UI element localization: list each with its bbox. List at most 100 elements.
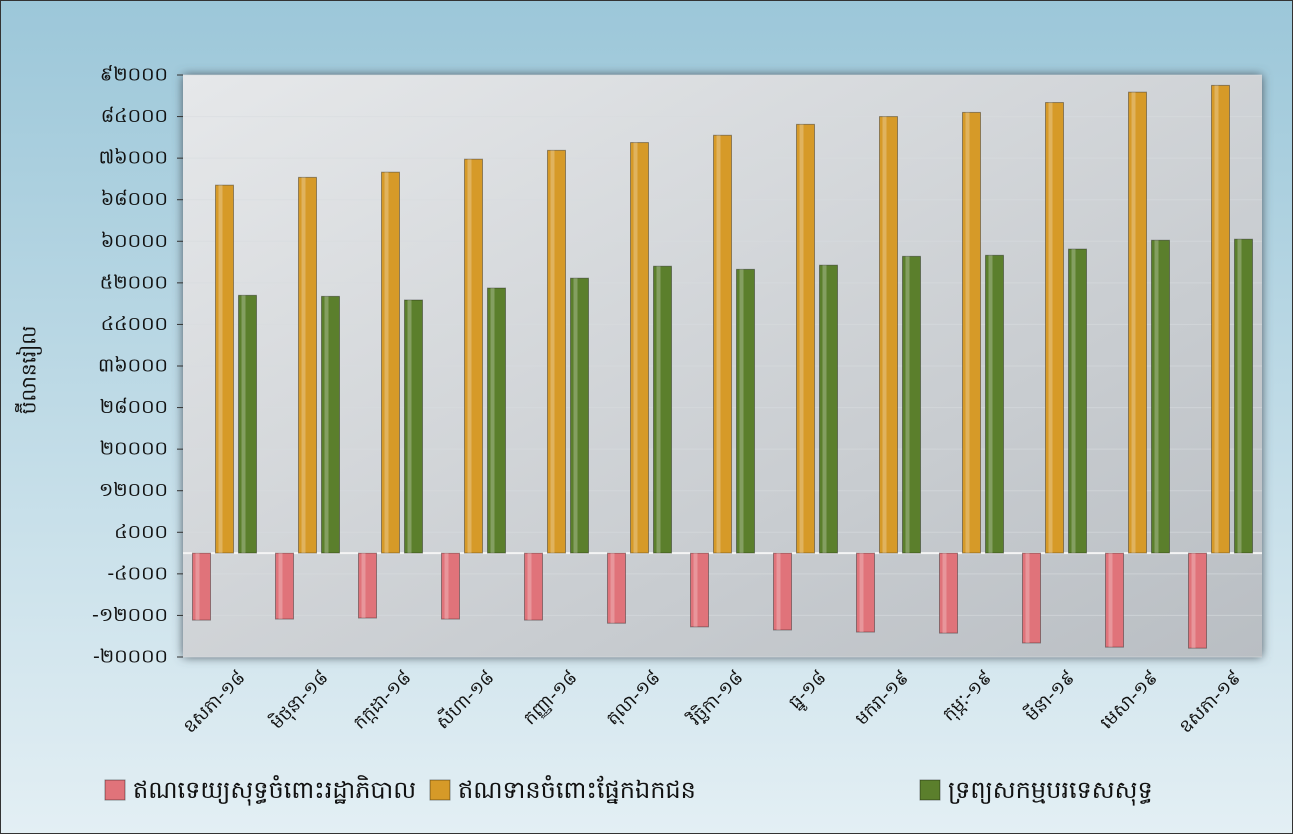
bar-highlight	[467, 159, 472, 554]
bar	[1105, 552, 1124, 648]
bar	[215, 184, 234, 554]
y-tick-label: ៧៦០០០	[99, 147, 168, 169]
bar	[547, 149, 566, 554]
legend-swatch	[429, 779, 451, 801]
y-tick-label: ៩២០០០	[100, 64, 168, 86]
bar-highlight	[1237, 239, 1242, 554]
y-tick-label: ៤០០០	[114, 521, 168, 543]
bar	[879, 116, 898, 554]
bar	[939, 552, 958, 634]
bar	[1151, 239, 1170, 554]
bar	[962, 111, 981, 554]
y-tick-label: -៤០០០	[107, 562, 168, 584]
bar-highlight	[361, 553, 366, 619]
bar-highlight	[218, 185, 223, 554]
bar-highlight	[490, 288, 495, 554]
y-tick-label: ១២០០០	[99, 479, 168, 501]
bar-highlight	[716, 135, 721, 554]
y-tick-label: -២០០០០	[93, 646, 168, 668]
bar-highlight	[573, 278, 578, 554]
bar-highlight	[1131, 92, 1136, 554]
bar-highlight	[241, 295, 246, 554]
bar	[298, 176, 317, 554]
bar-highlight	[1191, 553, 1196, 649]
bar	[796, 123, 815, 554]
bar	[1128, 91, 1147, 554]
bar	[1211, 84, 1230, 554]
bar-highlight	[407, 300, 412, 554]
bar-highlight	[693, 553, 698, 627]
bar	[441, 552, 460, 620]
bar	[487, 287, 506, 554]
bar	[736, 268, 755, 554]
bar	[464, 158, 483, 554]
bar-highlight	[859, 553, 864, 633]
bar-highlight	[1071, 249, 1076, 554]
bar	[856, 552, 875, 633]
bar	[653, 265, 672, 554]
bar-highlight	[882, 116, 887, 554]
bar	[1234, 238, 1253, 554]
bar-highlight	[799, 124, 804, 554]
bar	[404, 299, 423, 554]
y-tick-label: ៨៤០០០	[101, 105, 168, 127]
y-tick-label: ៦៨០០០	[101, 188, 168, 210]
bar-highlight	[1025, 553, 1030, 643]
bar-highlight	[988, 255, 993, 554]
bar	[192, 552, 211, 621]
bar-highlight	[822, 265, 827, 554]
y-tick-label: ២០០០០	[100, 438, 168, 460]
bar	[321, 295, 340, 554]
legend-swatch	[104, 779, 126, 801]
bar-highlight	[633, 142, 638, 554]
bar-highlight	[942, 553, 947, 634]
y-tick-label: ៤៤០០០	[101, 313, 168, 335]
bar-highlight	[527, 553, 532, 621]
bar	[773, 552, 792, 631]
legend-label: ឥណទេយ្យសុទ្ធចំពោះរដ្ឋាភិបាល	[133, 775, 416, 806]
bar-highlight	[550, 150, 555, 554]
bar	[238, 294, 257, 554]
bar-highlight	[905, 256, 910, 554]
bar	[275, 552, 294, 620]
bar	[1188, 552, 1207, 649]
bar-highlight	[278, 553, 283, 620]
bar-highlight	[965, 112, 970, 554]
legend-label: ឥណទានចំពោះផ្នែកឯកជន	[458, 775, 696, 804]
bar-highlight	[195, 553, 200, 621]
bar-highlight	[324, 296, 329, 554]
bar	[381, 171, 400, 554]
bar-highlight	[384, 172, 389, 554]
bar-highlight	[301, 177, 306, 554]
bar	[985, 254, 1004, 554]
bar-highlight	[1154, 240, 1159, 554]
bar	[1045, 102, 1064, 554]
y-tick-label: ៥២០០០	[100, 271, 168, 293]
y-tick-label: ២៨០០០	[100, 396, 168, 418]
bar-highlight	[1108, 553, 1113, 648]
bar	[524, 552, 543, 621]
bar	[570, 277, 589, 554]
bar	[1022, 552, 1041, 644]
y-tick-label: ៦០០០០	[101, 230, 168, 252]
bar	[607, 552, 626, 624]
y-tick-label: -១២០០០	[92, 604, 168, 626]
bar-highlight	[776, 553, 781, 630]
bar	[1068, 248, 1087, 554]
bar-highlight	[739, 269, 744, 554]
bar-highlight	[444, 553, 449, 620]
y-axis-label: ប៊ីលានរៀល	[15, 326, 43, 414]
bar-highlight	[1048, 102, 1053, 554]
bar	[902, 255, 921, 554]
bar-highlight	[1214, 85, 1219, 554]
bar-highlight	[610, 553, 615, 624]
legend-label: ទ្រព្យសកម្មបរទេសសុទ្ធ	[948, 776, 1153, 806]
y-tick-label: ៣៦០០០	[98, 355, 168, 377]
bar	[819, 264, 838, 554]
bar	[690, 552, 709, 628]
bar	[358, 552, 377, 619]
bar-highlight	[656, 266, 661, 554]
bar	[713, 134, 732, 554]
legend-swatch	[919, 779, 941, 801]
